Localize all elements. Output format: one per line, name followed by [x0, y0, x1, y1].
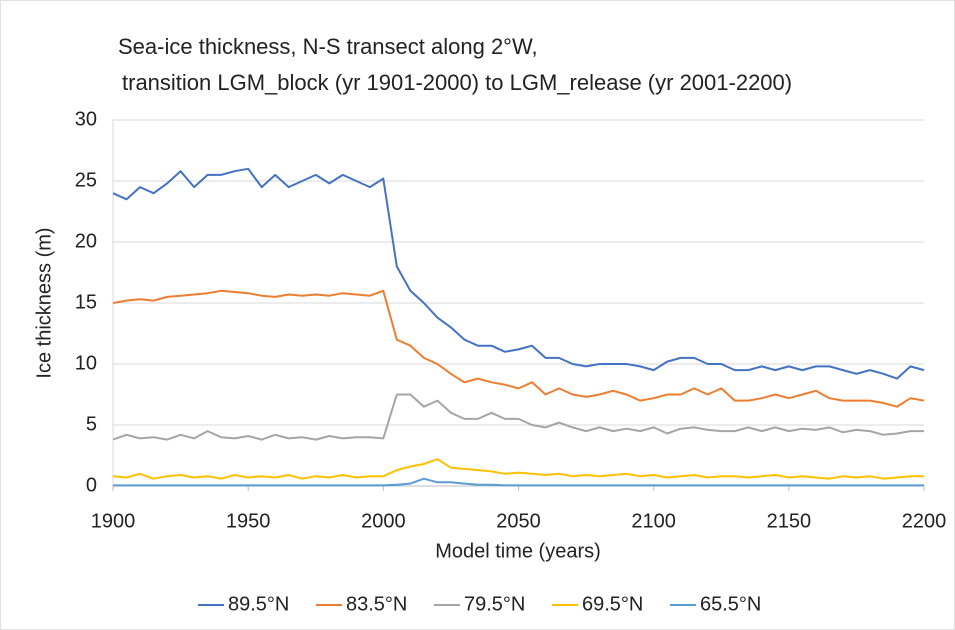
y-tick-label: 30 [75, 108, 97, 130]
chart-title: Sea-ice thickness, N-S transect along 2°… [118, 34, 538, 59]
y-tick-label: 15 [75, 291, 97, 313]
series-line [112, 458, 924, 480]
y-tick-label: 25 [75, 169, 97, 191]
y-tick-label: 5 [86, 413, 97, 435]
series-line [113, 477, 924, 487]
legend-label: 79.5°N [464, 593, 525, 615]
series-line [112, 393, 924, 441]
x-tick-label: 2100 [631, 510, 676, 532]
legend-label: 89.5°N [228, 593, 289, 615]
y-tick-label: 0 [86, 474, 97, 496]
chart-title: transition LGM_block (yr 1901-2000) to L… [122, 70, 792, 95]
y-tick-label: 10 [75, 352, 97, 374]
series-line [112, 289, 925, 408]
x-tick-label: 1950 [226, 510, 271, 532]
legend-label: 65.5°N [700, 593, 761, 615]
x-tick-label: 2200 [902, 510, 947, 532]
series-line [112, 167, 925, 380]
y-axis-label: Ice thickness (m) [33, 227, 55, 378]
x-tick-label: 1900 [91, 510, 136, 532]
legend-label: 83.5°N [346, 593, 407, 615]
x-tick-label: 2050 [496, 510, 541, 532]
x-tick-label: 2150 [767, 510, 812, 532]
x-axis-label: Model time (years) [435, 540, 601, 562]
legend-label: 69.5°N [582, 593, 643, 615]
x-tick-label: 2000 [361, 510, 406, 532]
y-tick-label: 20 [75, 230, 97, 252]
